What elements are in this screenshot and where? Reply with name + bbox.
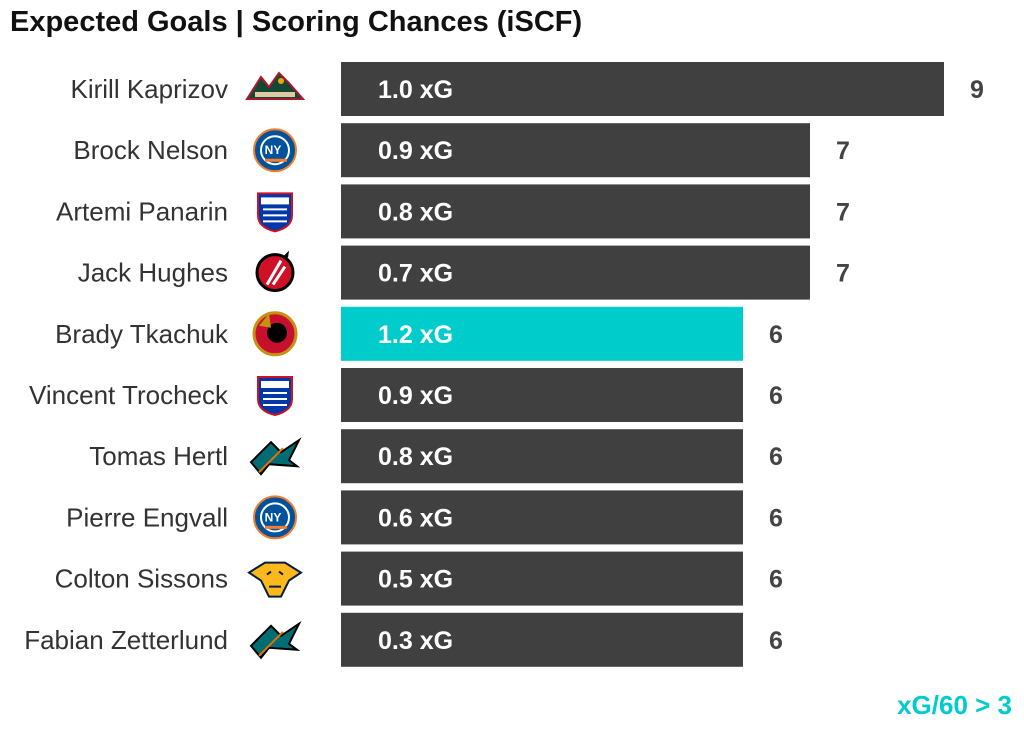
- player-name-label: Brady Tkachuk: [55, 319, 229, 349]
- devils-logo-icon: [255, 250, 295, 293]
- player-name-label: Vincent Trocheck: [29, 380, 229, 410]
- iscf-value-label: 6: [769, 566, 783, 594]
- iscf-value-label: 9: [970, 76, 984, 104]
- xg-data-label: 0.6 xG: [378, 504, 453, 532]
- player-name-label: Colton Sissons: [55, 564, 228, 594]
- iscf-value-label: 6: [769, 443, 783, 471]
- player-name-label: Kirill Kaprizov: [71, 74, 229, 104]
- xg-data-label: 0.8 xG: [378, 443, 453, 471]
- bar-brock-nelson: [341, 123, 810, 178]
- xg-data-label: 1.2 xG: [378, 321, 453, 349]
- bar-tomas-hertl: [341, 429, 743, 484]
- islanders-logo-icon: NY: [253, 128, 297, 173]
- predators-logo-icon: [247, 561, 303, 598]
- svg-text:NY: NY: [265, 510, 282, 524]
- xg-data-label: 0.3 xG: [378, 627, 453, 655]
- iscf-value-label: 6: [769, 627, 783, 655]
- xg-data-label: 0.5 xG: [378, 566, 453, 594]
- senators-logo-icon: [252, 311, 298, 357]
- sharks-logo-icon: [249, 620, 302, 660]
- player-name-label: Jack Hughes: [78, 258, 228, 288]
- bar-artemi-panarin: [341, 184, 810, 239]
- islanders-logo-icon: NY: [253, 495, 297, 540]
- xg-data-label: 0.7 xG: [378, 260, 453, 288]
- xg-data-label: 1.0 xG: [378, 76, 453, 104]
- footnote-filter: xG/60 > 3: [897, 690, 1012, 720]
- bar-fabian-zetterlund: [341, 612, 743, 667]
- xg-data-label: 0.9 xG: [378, 137, 453, 165]
- player-name-label: Brock Nelson: [73, 135, 228, 165]
- bar-jack-hughes: [341, 245, 810, 300]
- iscf-value-label: 7: [836, 260, 850, 288]
- player-name-label: Artemi Panarin: [56, 196, 228, 226]
- iscf-value-label: 6: [769, 504, 783, 532]
- rangers-logo-icon: [257, 376, 293, 417]
- svg-text:NY: NY: [265, 143, 282, 157]
- player-name-label: Tomas Hertl: [89, 441, 228, 471]
- iscf-value-label: 7: [836, 198, 850, 226]
- bar-vincent-trocheck: [341, 368, 743, 422]
- chart-title: Expected Goals | Scoring Chances (iSCF): [10, 6, 583, 38]
- bar-colton-sissons: [341, 551, 743, 606]
- bar-pierre-engvall: [341, 490, 743, 545]
- player-name-label: Pierre Engvall: [66, 502, 228, 532]
- player-name-label: Fabian Zetterlund: [24, 625, 228, 655]
- iscf-value-label: 7: [836, 137, 850, 165]
- xg-data-label: 0.8 xG: [378, 198, 453, 226]
- iscf-value-label: 6: [769, 321, 783, 349]
- wild-logo-icon: [245, 71, 306, 100]
- rangers-logo-icon: [257, 192, 293, 233]
- sharks-logo-icon: [249, 437, 302, 476]
- xg-data-label: 0.9 xG: [378, 382, 453, 410]
- iscf-value-label: 6: [769, 382, 783, 410]
- bar-brady-tkachuk: [341, 306, 743, 361]
- bar-kirill-kaprizov: [341, 62, 944, 116]
